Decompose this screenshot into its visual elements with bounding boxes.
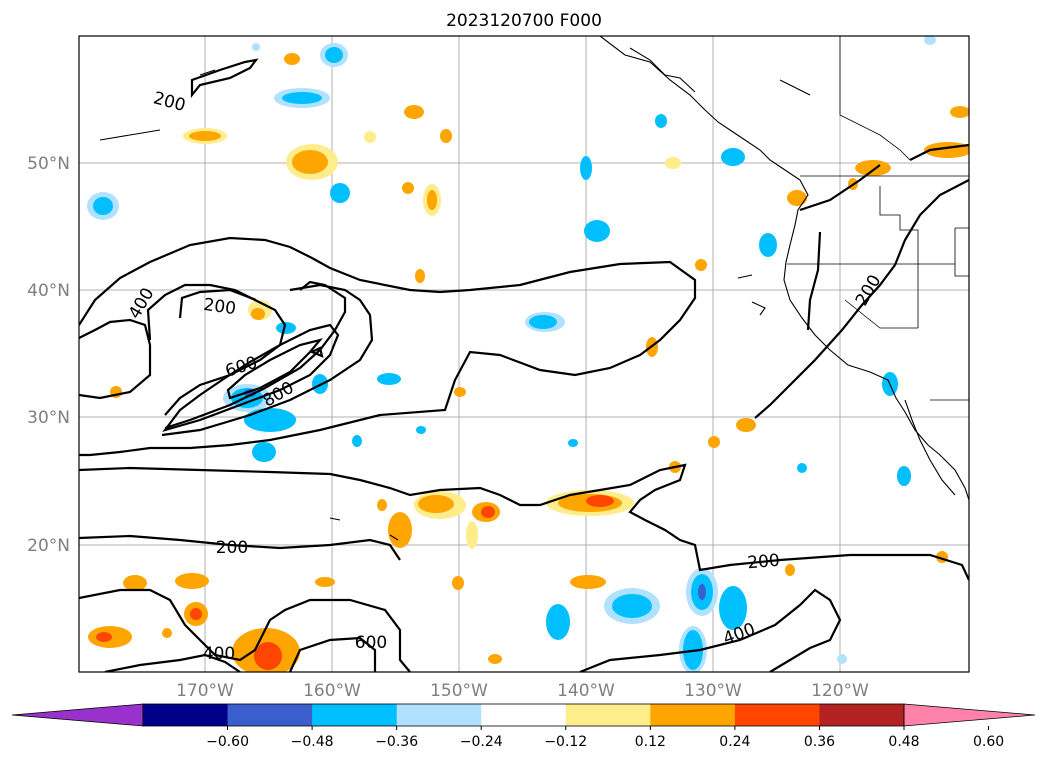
lat-label: 30°N — [27, 408, 70, 428]
colorbar-segment — [396, 704, 482, 726]
lon-label: 170°W — [176, 681, 234, 701]
contour-label: 200 — [216, 538, 248, 558]
colorbar-segment — [819, 704, 905, 726]
colorbar-segment — [565, 704, 651, 726]
colorbar-tick-label: −0.36 — [375, 734, 418, 750]
lat-label: 20°N — [27, 536, 70, 556]
colorbar-extend-max — [903, 703, 1036, 727]
colorbar-tick-label: −0.24 — [460, 734, 503, 750]
colorbar-tick-label: 0.36 — [804, 734, 835, 750]
colorbar-tick-label: −0.48 — [291, 734, 334, 750]
colorbar-segment — [734, 704, 820, 726]
colorbar-extend-min — [11, 703, 144, 727]
colorbar-tick-label: 0.48 — [888, 734, 919, 750]
latitude-labels: 50°N 40°N 30°N 20°N — [27, 154, 70, 556]
colorbar: −0.60 −0.48 −0.36 −0.24 −0.12 0.12 0.24 0.36 0.4… — [11, 703, 1036, 750]
map-area: 200 400 200 600 800 200 200 400 600 200 … — [79, 36, 969, 672]
longitude-labels: 170°W 160°W 150°W 140°W 130°W 120°W — [176, 681, 869, 701]
lon-label: 120°W — [811, 681, 869, 701]
map-title: 2023120700 F000 — [446, 11, 602, 31]
contour-label: 600 — [355, 633, 387, 653]
colorbar-tick-label: −0.12 — [544, 734, 587, 750]
contour-label: 200 — [202, 295, 237, 319]
lon-label: 140°W — [557, 681, 615, 701]
colorbar-tick-label: 0.12 — [635, 734, 666, 750]
colorbar-tick-label: 0.24 — [719, 734, 750, 750]
colorbar-outline — [142, 703, 905, 727]
lat-label: 50°N — [27, 154, 70, 174]
colorbar-tick-label: 0.60 — [973, 734, 1004, 750]
contour-label: 400 — [203, 644, 235, 664]
colorbar-tick-label: −0.60 — [206, 734, 249, 750]
colorbar-segment — [650, 704, 736, 726]
lat-label: 40°N — [27, 281, 70, 301]
lon-label: 150°W — [430, 681, 488, 701]
negative-anomaly-areas — [87, 36, 936, 672]
coastlines — [99, 36, 969, 541]
lon-label: 130°W — [684, 681, 742, 701]
lon-label: 160°W — [303, 681, 361, 701]
colorbar-segment — [312, 704, 398, 726]
map-frame — [78, 35, 970, 673]
contour-lines — [79, 58, 969, 672]
colorbar-segment — [481, 704, 567, 726]
colorbar-segment — [227, 704, 313, 726]
political-borders — [787, 36, 969, 401]
contour-label: 200 — [747, 551, 781, 574]
colorbar-segment — [143, 704, 229, 726]
